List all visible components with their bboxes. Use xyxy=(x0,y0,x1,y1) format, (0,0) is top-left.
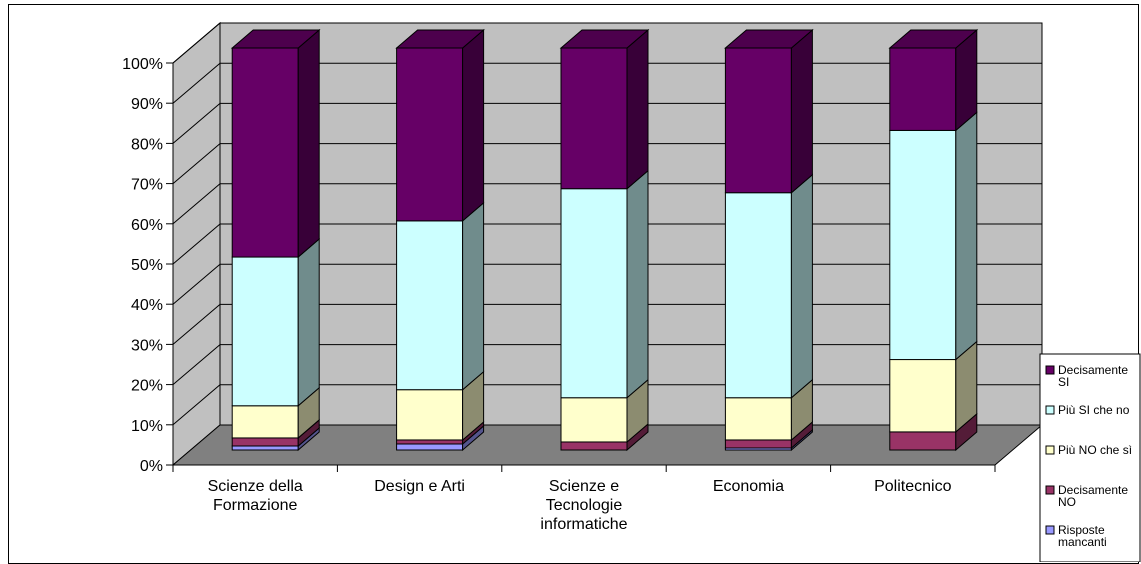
bar-segment-pi-no-che-s- xyxy=(724,397,792,441)
bar-segment-decisamente-si-side xyxy=(297,28,320,259)
y-tick-label: 50% xyxy=(131,257,163,274)
legend-swatch xyxy=(1045,405,1055,415)
bar-group xyxy=(230,28,321,452)
y-tick-label: 60% xyxy=(131,217,163,234)
bar-segment-decisamente-no xyxy=(560,441,628,451)
y-tick-label: 80% xyxy=(131,136,163,153)
bar-segment-pi-no-che-s- xyxy=(231,405,299,439)
x-category-label: Tecnologie xyxy=(546,497,623,514)
bar-segment-pi-si-che-no xyxy=(396,220,464,391)
bar-segment-decisamente-si xyxy=(560,47,628,190)
bar-top xyxy=(395,29,485,49)
legend-label: SI xyxy=(1058,375,1069,389)
bar-top xyxy=(888,29,979,49)
bar-segment-decisamente-no xyxy=(396,439,464,445)
bar-segment-pi-si-che-no xyxy=(724,192,792,399)
bar-segment-pi-no-che-s- xyxy=(396,389,464,441)
legend-swatch xyxy=(1045,445,1055,455)
bar-segment-pi-si-che-no-side xyxy=(297,237,320,407)
legend-label: Decisamente xyxy=(1058,483,1128,497)
x-category-label: Formazione xyxy=(213,497,298,514)
bar-segment-pi-si-che-no-side xyxy=(462,201,485,391)
y-tick-label: 100% xyxy=(122,56,163,73)
bar-group xyxy=(395,28,485,452)
bar-segment-risposte-mancanti xyxy=(396,443,464,451)
bar-segment-decisamente-no xyxy=(889,431,957,451)
y-tick-label: 10% xyxy=(131,418,163,435)
legend-swatch xyxy=(1045,365,1055,375)
y-tick-label: 70% xyxy=(131,177,163,194)
x-category-label: Economia xyxy=(713,478,784,495)
bar-segment-pi-no-che-s- xyxy=(889,359,957,433)
bar-segment-decisamente-no xyxy=(724,439,792,449)
x-category-label: informatiche xyxy=(540,516,627,533)
gridline xyxy=(172,22,1042,64)
bar-segment-pi-si-che-no xyxy=(889,129,957,361)
y-tick-label: 30% xyxy=(131,337,163,354)
bar-segment-decisamente-si xyxy=(231,47,299,258)
bar-segment-pi-no-che-s- xyxy=(560,397,628,443)
bar-top xyxy=(559,29,650,49)
bar-group xyxy=(724,28,814,452)
bar-segment-pi-si-che-no-side xyxy=(955,111,978,361)
bar-top xyxy=(724,29,814,49)
x-category-label: Scienze e xyxy=(549,478,619,495)
x-category-label: Scienze della xyxy=(208,478,303,495)
legend-label: Decisamente xyxy=(1058,363,1128,377)
x-category-label: Design e Arti xyxy=(374,478,465,495)
bar-segment-pi-si-che-no xyxy=(560,188,628,399)
legend-swatch xyxy=(1045,485,1055,495)
bar-segment-pi-si-che-no xyxy=(231,256,299,407)
x-category-label: Politecnico xyxy=(874,478,951,495)
bar-segment-risposte-mancanti xyxy=(231,445,299,451)
bar-segment-decisamente-si xyxy=(889,47,957,131)
bar-group xyxy=(888,28,979,452)
legend-label: Più NO che sì xyxy=(1058,443,1132,457)
legend-label: mancanti xyxy=(1058,535,1107,549)
legend-label: NO xyxy=(1058,495,1076,509)
legend-label: Risposte xyxy=(1058,523,1105,537)
bar-group xyxy=(559,28,650,452)
y-tick-label: 0% xyxy=(140,458,163,475)
bar-segment-decisamente-si-side xyxy=(462,28,485,222)
bar-top xyxy=(230,29,321,49)
y-tick-label: 20% xyxy=(131,378,163,395)
bar-segment-decisamente-si xyxy=(396,47,464,222)
y-tick-label: 40% xyxy=(131,297,163,314)
bar-segment-pi-si-che-no-side xyxy=(790,173,813,399)
legend-swatch xyxy=(1045,525,1055,535)
bar-segment-decisamente-no xyxy=(231,437,299,447)
bar-segment-pi-si-che-no-side xyxy=(626,169,649,399)
bar-segment-decisamente-si-side xyxy=(790,28,813,194)
bar-segment-decisamente-si xyxy=(724,47,792,194)
legend-box xyxy=(1039,353,1141,562)
legend-label: Più SI che no xyxy=(1058,403,1130,417)
y-tick-label: 90% xyxy=(131,96,163,113)
bar-segment-decisamente-si-side xyxy=(626,28,649,190)
